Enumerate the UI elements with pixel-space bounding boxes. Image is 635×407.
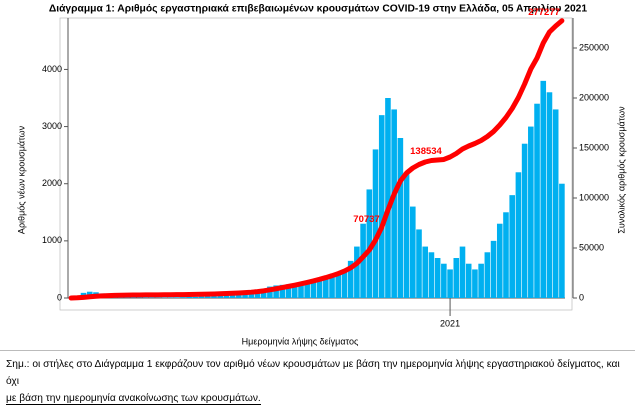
bar [416,229,422,298]
bar [193,297,199,298]
chart-title: Διάγραμμα 1: Αριθμός εργαστηριακά επιβεβ… [49,4,588,15]
bar [478,264,484,298]
bar [435,258,441,298]
bar [534,104,540,298]
data-label: 277277 [528,7,560,18]
bar [522,144,528,298]
y2-axis-label: Συνολικός αριθμός κρουσμάτων [616,106,626,234]
bar [553,109,559,298]
bar [174,297,180,298]
note-line: με βάση την ημερομηνία ανακοίνωσης των κ… [6,393,261,405]
bar [441,264,447,298]
bar [335,274,341,298]
separator [0,350,635,351]
bar [466,264,472,298]
bar [180,297,186,298]
bar [379,115,385,298]
bar [460,247,466,298]
note: Σημ.: οι στήλες στο Διάγραμμα 1 εκφράζου… [6,356,630,407]
bar [410,207,416,298]
bar [540,81,546,298]
bar [149,297,155,298]
bar [422,247,428,298]
y2-tick-label: 100000 [579,192,609,202]
bar [168,297,174,298]
bar [329,276,335,298]
y-tick-label: 4000 [42,64,62,74]
bar [497,224,503,298]
bar [547,92,553,298]
note-line: Σημ.: οι στήλες στο Διάγραμμα 1 εκφράζου… [6,356,630,390]
y-tick-label: 2000 [42,178,62,188]
y-tick-label: 3000 [42,121,62,131]
bar [317,280,323,298]
bar [385,98,391,298]
bar [485,252,491,298]
y-tick-label: 1000 [42,235,62,245]
data-label: 70737 [353,214,379,225]
bar [472,269,478,298]
bar [509,195,515,298]
x-axis-label: Ημερομηνία λήψης δείγματος [242,336,359,346]
bar [453,258,459,298]
bar [491,241,497,298]
bar [559,184,565,298]
bar [186,297,192,298]
y2-tick-label: 250000 [579,42,609,52]
bar [503,212,509,298]
bar [398,138,404,298]
bar [404,172,410,298]
y-tick-label: 0 [57,292,62,302]
bar [528,127,534,298]
bar [354,247,360,298]
y2-tick-label: 200000 [579,92,609,102]
bar [447,269,453,298]
bar [323,278,329,298]
y2-tick-label: 50000 [579,242,604,252]
x-tick-label: 2021 [440,318,460,328]
chart: Διάγραμμα 1: Αριθμός εργαστηριακά επιβεβ… [0,0,635,352]
bar [143,297,149,298]
y2-tick-label: 150000 [579,142,609,152]
bar [429,252,435,298]
data-label: 138534 [410,146,442,157]
y2-tick-label: 0 [579,292,584,302]
bar [516,172,522,298]
y-axis-label: Αριθμός νέων κρουσμάτων [16,125,26,234]
